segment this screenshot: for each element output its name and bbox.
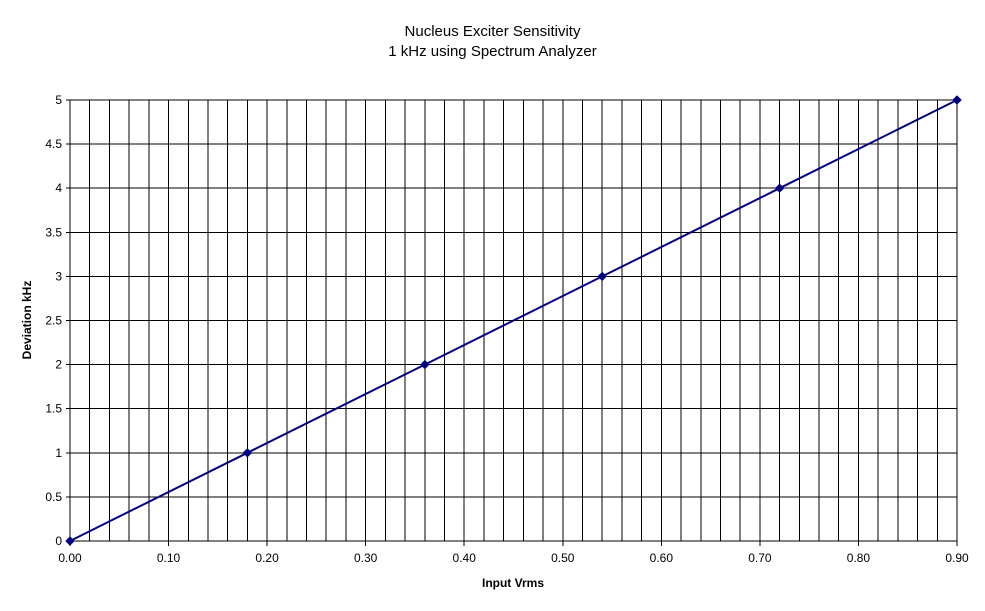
x-tick-label: 0.20 <box>255 551 279 565</box>
y-axis-label: Deviation kHz <box>20 281 34 360</box>
chart-title: Nucleus Exciter Sensitivity <box>404 23 581 40</box>
data-point <box>597 271 607 282</box>
y-tick-label: 1 <box>55 446 62 460</box>
y-tick-label: 5 <box>55 93 62 107</box>
x-tick-label: 0.00 <box>58 551 82 565</box>
x-axis-ticks: 0.00 0.10 0.20 0.30 0.40 0.50 0.60 0.70 0.80 0.90 <box>58 541 969 565</box>
x-tick-label: 0.50 <box>551 551 575 565</box>
y-tick-label: 2 <box>55 358 62 372</box>
x-axis-label: Input Vrms <box>482 576 544 590</box>
y-tick-label: 2.5 <box>45 314 62 328</box>
grid-lines <box>66 99 958 542</box>
data-point <box>242 448 253 458</box>
data-point <box>420 359 430 370</box>
x-tick-label: 0.40 <box>453 551 477 565</box>
y-tick-label: 4 <box>55 181 62 195</box>
y-tick-label: 0 <box>55 534 62 548</box>
data-point <box>65 536 75 546</box>
y-tick-label: 3 <box>55 269 62 283</box>
chart-subtitle: 1 kHz using Spectrum Analyzer <box>388 43 597 60</box>
x-tick-label: 0.30 <box>354 551 378 565</box>
y-tick-label: 3.5 <box>45 225 62 239</box>
y-axis-ticks: 0 0.5 1 1.5 2 2.5 3 3.5 4 4.5 5 <box>45 93 62 548</box>
x-tick-label: 0.60 <box>650 551 674 565</box>
data-point <box>952 95 962 105</box>
y-tick-label: 4.5 <box>45 137 62 151</box>
data-point <box>774 183 785 193</box>
x-tick-label: 0.90 <box>945 551 969 565</box>
x-tick-label: 0.10 <box>157 551 181 565</box>
x-tick-label: 0.80 <box>847 551 871 565</box>
y-tick-label: 1.5 <box>45 402 62 416</box>
y-tick-label: 0.5 <box>45 490 62 504</box>
series-line <box>69 99 958 542</box>
x-tick-label: 0.70 <box>748 551 772 565</box>
series-group <box>65 95 962 546</box>
